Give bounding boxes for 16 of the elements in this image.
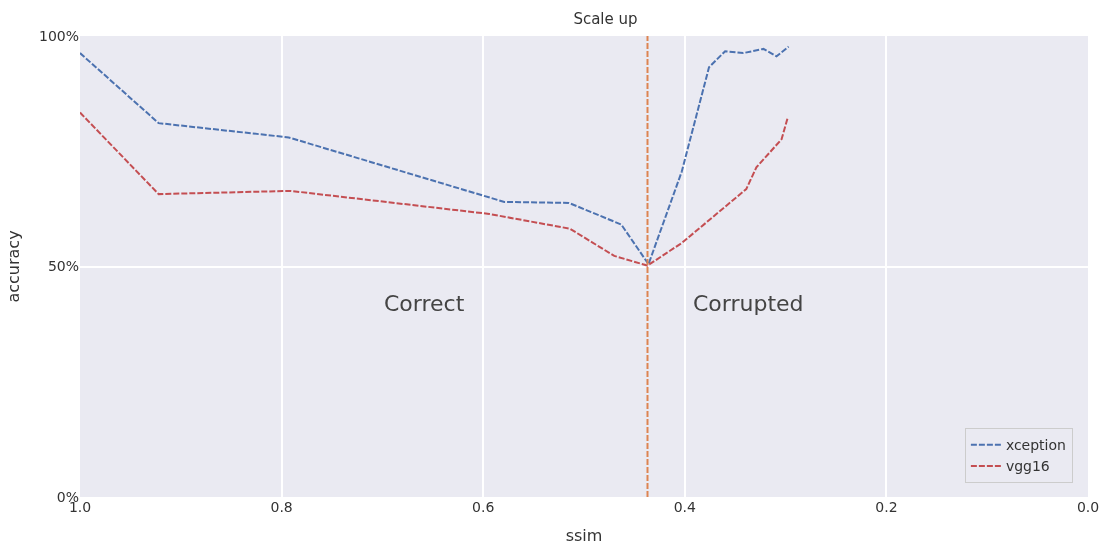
y-tick-label: 50% — [47, 258, 79, 275]
legend-label: xception — [1005, 437, 1066, 454]
annotation: Corrupted — [693, 291, 804, 316]
x-axis-title: ssim — [565, 525, 603, 545]
x-tick-label: 0.2 — [875, 499, 898, 515]
y-axis-title: accuracy — [3, 230, 23, 303]
annotation: Correct — [384, 291, 465, 316]
line-series — [80, 45, 790, 266]
legend-label: vgg16 — [1005, 458, 1050, 475]
x-tick-label: 0.8 — [270, 499, 293, 515]
y-tick-label: 100% — [38, 27, 79, 44]
x-tick-label: 0.4 — [673, 499, 697, 515]
chart-title: Scale up — [573, 10, 638, 29]
x-tick-label: 0.6 — [472, 499, 495, 515]
x-tick-label: 0.0 — [1076, 499, 1100, 515]
line-series — [80, 111, 789, 267]
